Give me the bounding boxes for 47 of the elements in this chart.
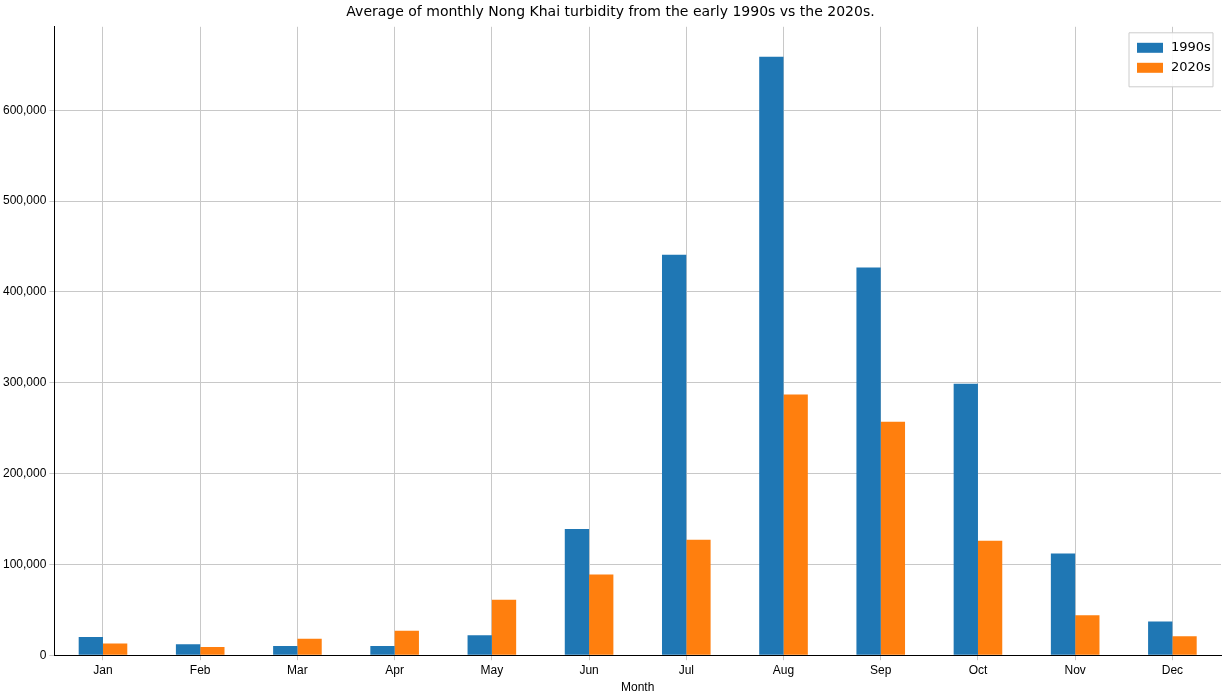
bar — [78, 637, 103, 655]
bar — [467, 635, 492, 655]
chart-title: Average of monthly Nong Khai turbidity from the early 1990s vs the 2020s. — [346, 3, 875, 20]
y-tick-label: 100,000 — [2, 556, 47, 571]
bar — [1172, 636, 1197, 655]
bar — [977, 540, 1003, 655]
bar — [880, 421, 906, 655]
x-tick-label: Jun — [579, 662, 599, 677]
bar — [759, 56, 784, 655]
y-tick-label: 600,000 — [2, 102, 47, 117]
bar — [589, 574, 614, 655]
y-tick-label: 400,000 — [2, 284, 47, 299]
bar — [200, 647, 225, 655]
bar — [953, 383, 978, 655]
bar — [1148, 621, 1173, 655]
bar — [491, 599, 517, 655]
x-tick-label: May — [480, 662, 504, 677]
legend-label: 1990s — [1171, 39, 1212, 55]
bar — [102, 643, 128, 655]
y-tick-label: 200,000 — [2, 465, 47, 480]
x-tick-label: Feb — [189, 662, 211, 677]
legend-label: 2020s — [1171, 59, 1212, 75]
x-tick-label: Aug — [772, 662, 795, 677]
bar — [1050, 553, 1076, 655]
bar — [1075, 615, 1100, 655]
bar — [783, 394, 808, 655]
y-tick-label: 0 — [39, 647, 47, 662]
bar — [686, 539, 711, 655]
y-tick-label: 500,000 — [2, 193, 47, 208]
bar — [564, 528, 590, 655]
x-tick-label: Oct — [968, 662, 988, 677]
y-tick-label: 300,000 — [2, 375, 47, 390]
bar — [175, 644, 201, 655]
x-tick-label: Jan — [93, 662, 113, 677]
x-tick-label: Mar — [287, 662, 308, 677]
bar — [856, 267, 881, 655]
x-tick-label: Nov — [1064, 662, 1086, 677]
bar — [273, 646, 298, 655]
bar — [370, 646, 395, 655]
bar — [394, 630, 419, 655]
x-axis-title: Month — [621, 680, 655, 695]
x-tick-label: Jul — [678, 662, 694, 677]
x-tick-label: Apr — [385, 662, 404, 677]
x-tick-label: Dec — [1161, 662, 1184, 677]
x-tick-label: Sep — [870, 662, 892, 677]
bar — [661, 254, 687, 655]
bar — [297, 638, 322, 655]
